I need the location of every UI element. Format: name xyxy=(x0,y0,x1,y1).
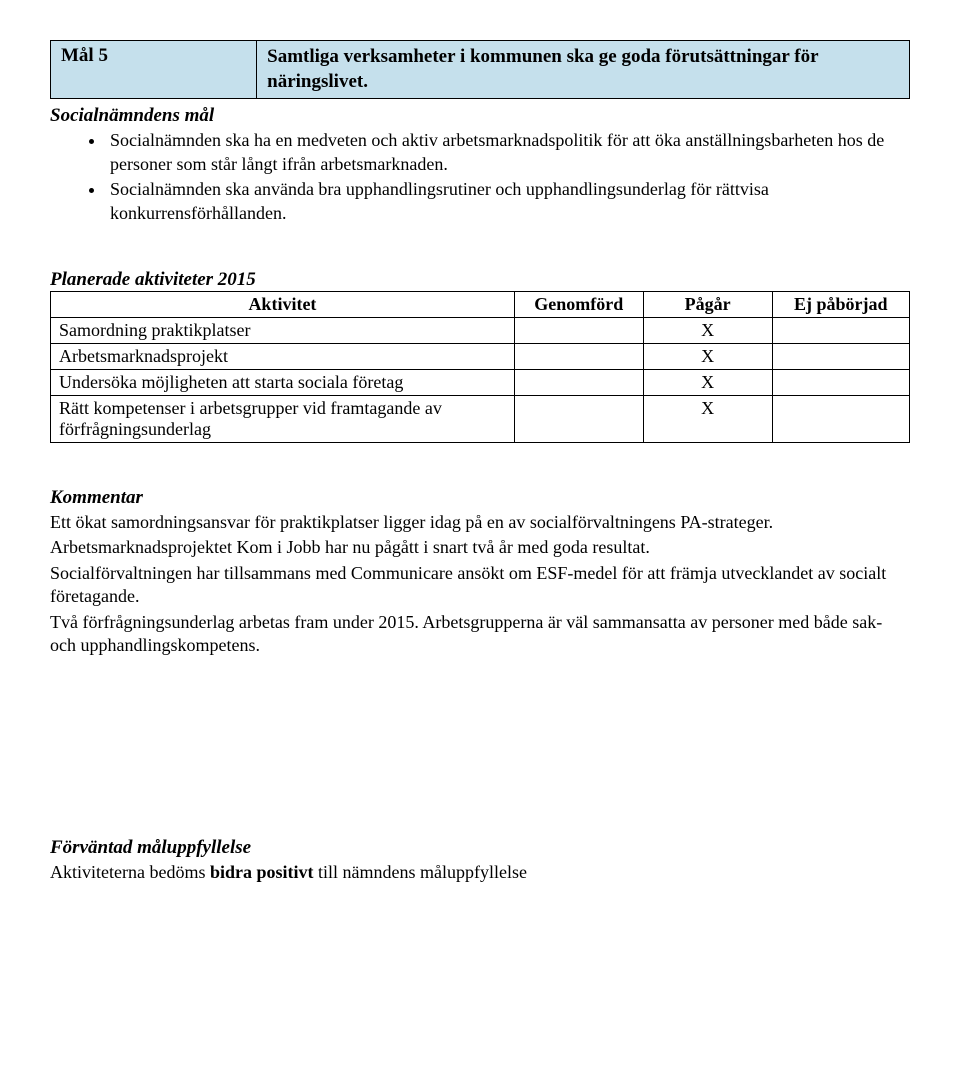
table-header-row: Aktivitet Genomförd Pågår Ej påbörjad xyxy=(51,291,910,317)
plan-table: Aktivitet Genomförd Pågår Ej påbörjad Sa… xyxy=(50,291,910,443)
table-row: Arbetsmarknadsprojekt X xyxy=(51,343,910,369)
comment-paragraph: Socialförvaltningen har tillsammans med … xyxy=(50,562,910,609)
done-cell xyxy=(514,317,643,343)
col-not-started: Ej påbörjad xyxy=(772,291,909,317)
goal-header-table: Mål 5 Samtliga verksamheter i kommunen s… xyxy=(50,40,910,99)
not-started-cell xyxy=(772,343,909,369)
col-done: Genomförd xyxy=(514,291,643,317)
expected-heading: Förväntad måluppfyllelse xyxy=(50,837,910,859)
activity-cell: Samordning praktikplatser xyxy=(51,317,515,343)
plan-heading: Planerade aktiviteter 2015 xyxy=(50,269,910,291)
ongoing-cell: X xyxy=(643,343,772,369)
activity-cell: Undersöka möjligheten att starta sociala… xyxy=(51,369,515,395)
done-cell xyxy=(514,369,643,395)
goal-bullet: Socialnämnden ska använda bra upphandlin… xyxy=(106,178,910,225)
not-started-cell xyxy=(772,369,909,395)
col-ongoing: Pågår xyxy=(643,291,772,317)
goals-bullets: Socialnämnden ska ha en medveten och akt… xyxy=(50,129,910,225)
table-row: Rätt kompetenser i arbetsgrupper vid fra… xyxy=(51,395,910,442)
ongoing-cell: X xyxy=(643,317,772,343)
expected-text-after: till nämndens måluppfyllelse xyxy=(314,862,527,882)
col-activity: Aktivitet xyxy=(51,291,515,317)
done-cell xyxy=(514,395,643,442)
expected-text-before: Aktiviteterna bedöms xyxy=(50,862,210,882)
not-started-cell xyxy=(772,395,909,442)
goal-text-cell: Samtliga verksamheter i kommunen ska ge … xyxy=(257,41,910,99)
activity-cell: Arbetsmarknadsprojekt xyxy=(51,343,515,369)
table-row: Samordning praktikplatser X xyxy=(51,317,910,343)
table-row: Undersöka möjligheten att starta sociala… xyxy=(51,369,910,395)
expected-section: Förväntad måluppfyllelse Aktiviteterna b… xyxy=(50,837,910,884)
comment-paragraph: Två förfrågningsunderlag arbetas fram un… xyxy=(50,611,910,658)
ongoing-cell: X xyxy=(643,395,772,442)
comment-paragraph: Ett ökat samordningsansvar för praktikpl… xyxy=(50,511,910,534)
goal-label-cell: Mål 5 xyxy=(51,41,257,99)
not-started-cell xyxy=(772,317,909,343)
comment-body: Ett ökat samordningsansvar för praktikpl… xyxy=(50,511,910,657)
ongoing-cell: X xyxy=(643,369,772,395)
goals-heading: Socialnämndens mål xyxy=(50,105,910,127)
comment-paragraph: Arbetsmarknadsprojektet Kom i Jobb har n… xyxy=(50,536,910,559)
expected-text: Aktiviteterna bedöms bidra positivt till… xyxy=(50,861,910,884)
comment-heading: Kommentar xyxy=(50,487,910,509)
expected-text-bold: bidra positivt xyxy=(210,862,314,882)
done-cell xyxy=(514,343,643,369)
activity-cell: Rätt kompetenser i arbetsgrupper vid fra… xyxy=(51,395,515,442)
goal-bullet: Socialnämnden ska ha en medveten och akt… xyxy=(106,129,910,176)
